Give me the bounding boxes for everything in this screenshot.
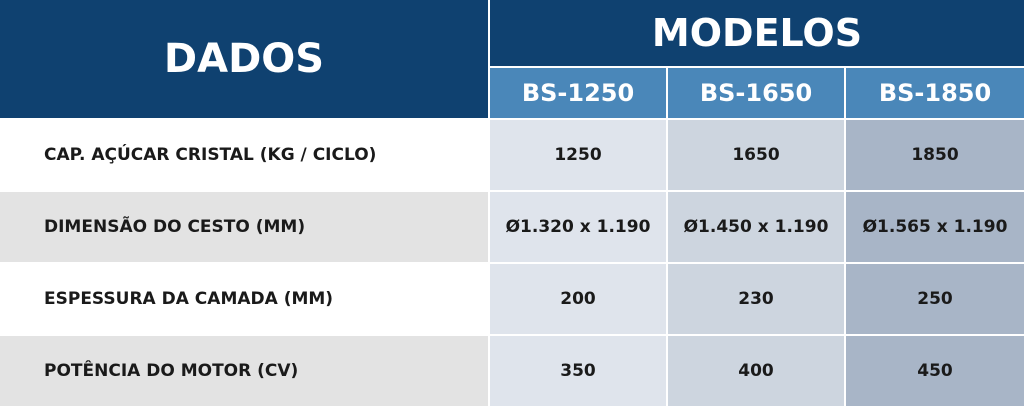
value-cell: 1850	[846, 120, 1024, 190]
value-cell: 200	[490, 264, 666, 334]
row-label: CAP. AÇÚCAR CRISTAL (KG / CICLO)	[0, 120, 488, 190]
value-cell: 450	[846, 336, 1024, 406]
value-cell: Ø1.320 x 1.190	[490, 192, 666, 262]
value-cell: 350	[490, 336, 666, 406]
dados-header: DADOS	[0, 0, 488, 118]
row-label: ESPESSURA DA CAMADA (MM)	[0, 264, 488, 334]
value-cell: Ø1.450 x 1.190	[668, 192, 844, 262]
value-cell: 230	[668, 264, 844, 334]
value-cell: 1250	[490, 120, 666, 190]
modelos-header: MODELOS	[490, 0, 1024, 66]
value-cell: 400	[668, 336, 844, 406]
model-header: BS-1850	[846, 68, 1024, 118]
model-header: BS-1250	[490, 68, 666, 118]
value-cell: 1650	[668, 120, 844, 190]
row-label: DIMENSÃO DO CESTO (MM)	[0, 192, 488, 262]
model-header: BS-1650	[668, 68, 844, 118]
value-cell: Ø1.565 x 1.190	[846, 192, 1024, 262]
row-label: POTÊNCIA DO MOTOR (CV)	[0, 336, 488, 406]
value-cell: 250	[846, 264, 1024, 334]
